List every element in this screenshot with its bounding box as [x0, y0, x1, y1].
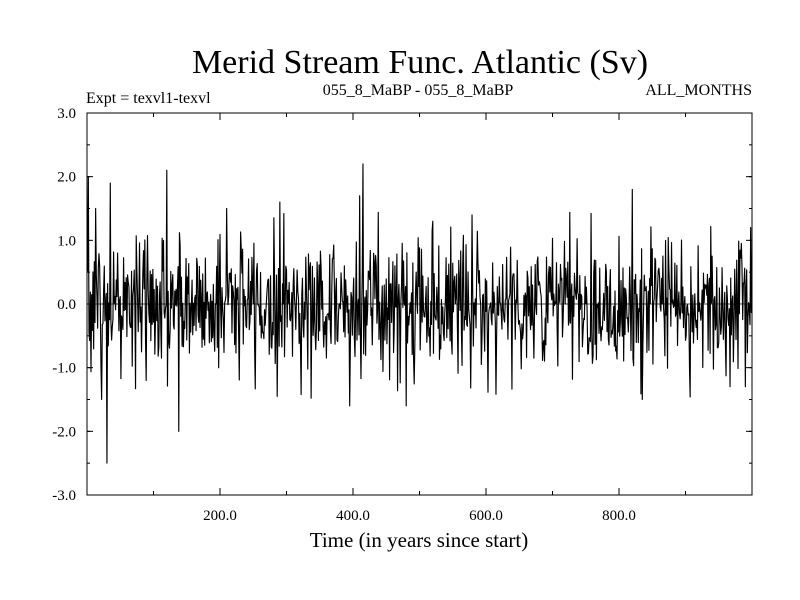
y-tick-label: 3.0 — [57, 106, 76, 122]
x-tick-label: 200.0 — [203, 508, 237, 524]
data-series-line — [87, 163, 753, 464]
y-tick-label: -1.0 — [52, 361, 76, 377]
y-tick-label: 0.0 — [57, 297, 76, 313]
chart-title: Merid Stream Func. Atlantic (Sv) — [192, 44, 648, 81]
x-tick-label: 800.0 — [602, 508, 636, 524]
x-tick-label: 400.0 — [336, 508, 370, 524]
chart-subtitle-right: ALL_MONTHS — [645, 82, 752, 99]
plot-frame — [86, 112, 753, 496]
y-tick-label: 2.0 — [57, 170, 76, 186]
y-tick-label: -3.0 — [52, 488, 76, 504]
y-tick-label: 1.0 — [57, 233, 76, 249]
x-axis-label: Time (in years since start) — [310, 528, 529, 552]
x-tick-label: 600.0 — [469, 508, 503, 524]
chart-subtitle-left: Expt = texvl1-texvl — [86, 90, 211, 107]
x-axis-ticks: 200.0 400.0 600.0 800.0 — [153, 113, 686, 524]
chart-subtitle-center: 055_8_MaBP - 055_8_MaBP — [323, 82, 514, 99]
y-tick-label: -2.0 — [52, 424, 76, 440]
